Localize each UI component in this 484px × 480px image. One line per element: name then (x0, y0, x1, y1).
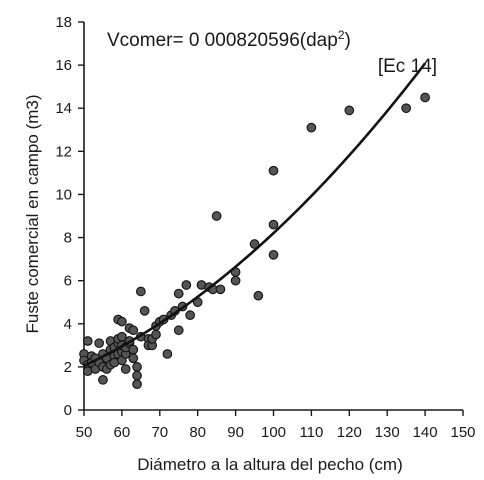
data-point (94, 338, 105, 349)
data-point (268, 165, 279, 176)
data-point (420, 92, 430, 103)
y-tick-label: 16 (55, 57, 72, 74)
x-tick-label: 60 (114, 424, 131, 441)
x-tick-label: 140 (413, 424, 438, 441)
data-point (306, 122, 317, 133)
data-point (211, 211, 222, 221)
x-tick-label: 100 (261, 424, 286, 441)
data-point (117, 316, 127, 327)
data-point (230, 275, 241, 286)
data-point (151, 329, 161, 340)
y-tick-label: 6 (64, 273, 72, 290)
data-point (249, 239, 260, 249)
data-points (79, 92, 430, 389)
y-tick-label: 14 (55, 100, 72, 117)
y-ticks: 0 2 4 6 8 10 12 14 16 18 (55, 14, 84, 419)
data-point (253, 290, 264, 301)
data-point (120, 364, 131, 374)
fit-curve (83, 62, 427, 367)
data-point (139, 305, 150, 316)
data-point (344, 105, 355, 116)
data-point (128, 325, 139, 336)
data-point (185, 310, 195, 321)
data-point (215, 284, 226, 295)
data-point (128, 344, 139, 355)
x-tick-label: 130 (375, 424, 400, 441)
equation-annotation: Vcomer= 0 000820596(dap2) (107, 28, 351, 51)
x-axis-title: Diámetro a la altura del pecho (cm) (137, 455, 403, 474)
y-tick-label: 18 (55, 14, 72, 31)
x-tick-label: 70 (151, 424, 168, 441)
y-tick-label: 8 (64, 230, 72, 247)
y-tick-label: 12 (55, 143, 72, 160)
data-point (181, 280, 192, 290)
data-point (136, 286, 146, 297)
data-point (132, 379, 142, 389)
y-tick-label: 2 (64, 359, 72, 376)
equation-reference: [Ec 14] (378, 56, 437, 77)
data-point (173, 288, 184, 299)
data-point (132, 362, 142, 372)
equation-exponent: 2 (338, 28, 345, 42)
data-point (128, 353, 139, 364)
x-tick-label: 150 (450, 424, 475, 441)
x-tick-label: 110 (299, 424, 323, 441)
x-tick-label: 120 (337, 424, 362, 441)
x-tick-label: 50 (76, 424, 93, 441)
x-tick-label: 80 (189, 424, 206, 441)
y-tick-label: 4 (64, 316, 72, 333)
data-point (162, 349, 173, 359)
data-point (401, 103, 412, 114)
x-tick-label: 90 (227, 424, 244, 441)
data-point (173, 325, 184, 336)
data-point (98, 374, 108, 385)
data-point (82, 336, 93, 346)
data-point (268, 219, 279, 230)
data-point (268, 249, 279, 260)
data-point (117, 331, 127, 342)
x-ticks: 50 60 70 80 90 100 110 120 130 140 150 (76, 410, 476, 441)
y-axis-title: Fuste comercial en campo (m3) (23, 94, 42, 333)
y-tick-label: 0 (64, 402, 72, 419)
y-tick-label: 10 (55, 186, 72, 203)
data-point (132, 370, 142, 381)
